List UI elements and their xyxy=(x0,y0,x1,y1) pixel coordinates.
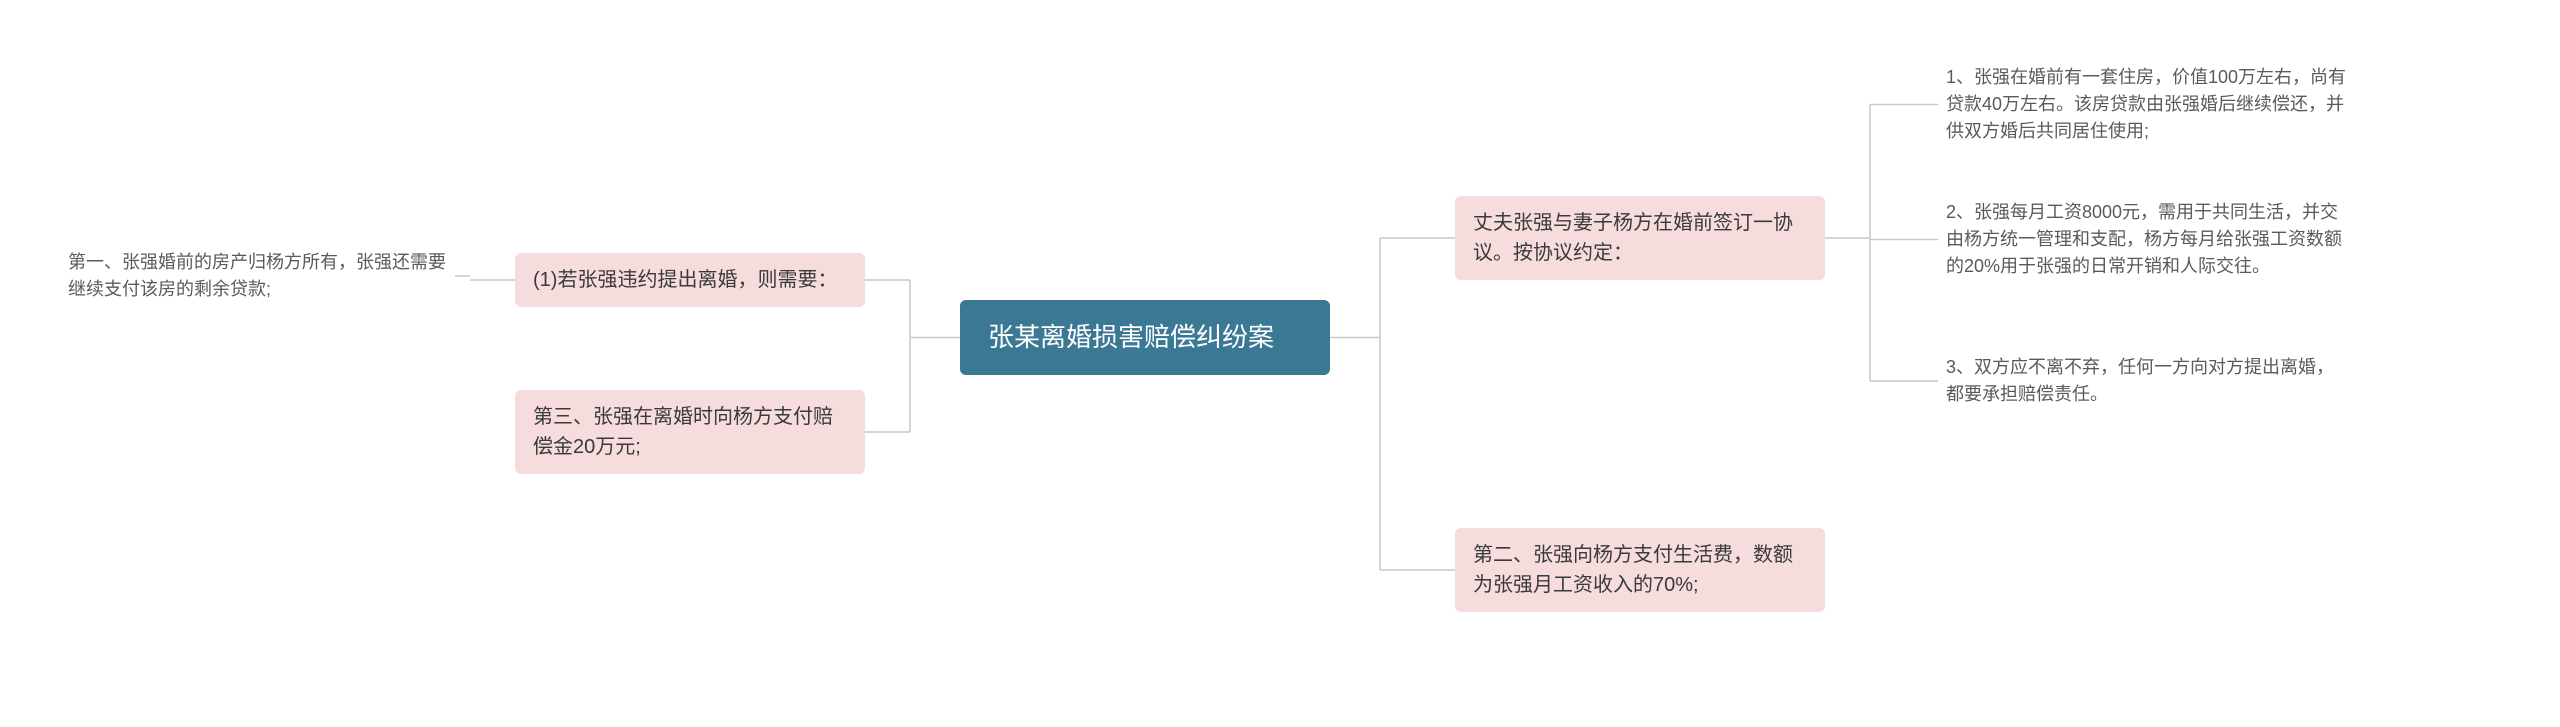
node-r1b: 2、张强每月工资8000元，需用于共同生活，并交由杨方统一管理和支配，杨方每月给… xyxy=(1938,195,2358,284)
node-l1a: 第一、张强婚前的房产归杨方所有，张强还需要继续支付该房的剩余贷款; xyxy=(60,245,455,307)
node-r1: 丈夫张强与妻子杨方在婚前签订一协议。按协议约定： xyxy=(1455,196,1825,280)
root-node: 张某离婚损害赔偿纠纷案 xyxy=(960,300,1330,375)
node-r1c: 3、双方应不离不弃，任何一方向对方提出离婚，都要承担赔偿责任。 xyxy=(1938,350,2358,412)
node-l2: 第三、张强在离婚时向杨方支付赔偿金20万元; xyxy=(515,390,865,474)
node-l1: (1)若张强违约提出离婚，则需要： xyxy=(515,253,865,307)
node-r1a: 1、张强在婚前有一套住房，价值100万左右，尚有贷款40万左右。该房贷款由张强婚… xyxy=(1938,60,2358,149)
node-r2: 第二、张强向杨方支付生活费，数额为张强月工资收入的70%; xyxy=(1455,528,1825,612)
